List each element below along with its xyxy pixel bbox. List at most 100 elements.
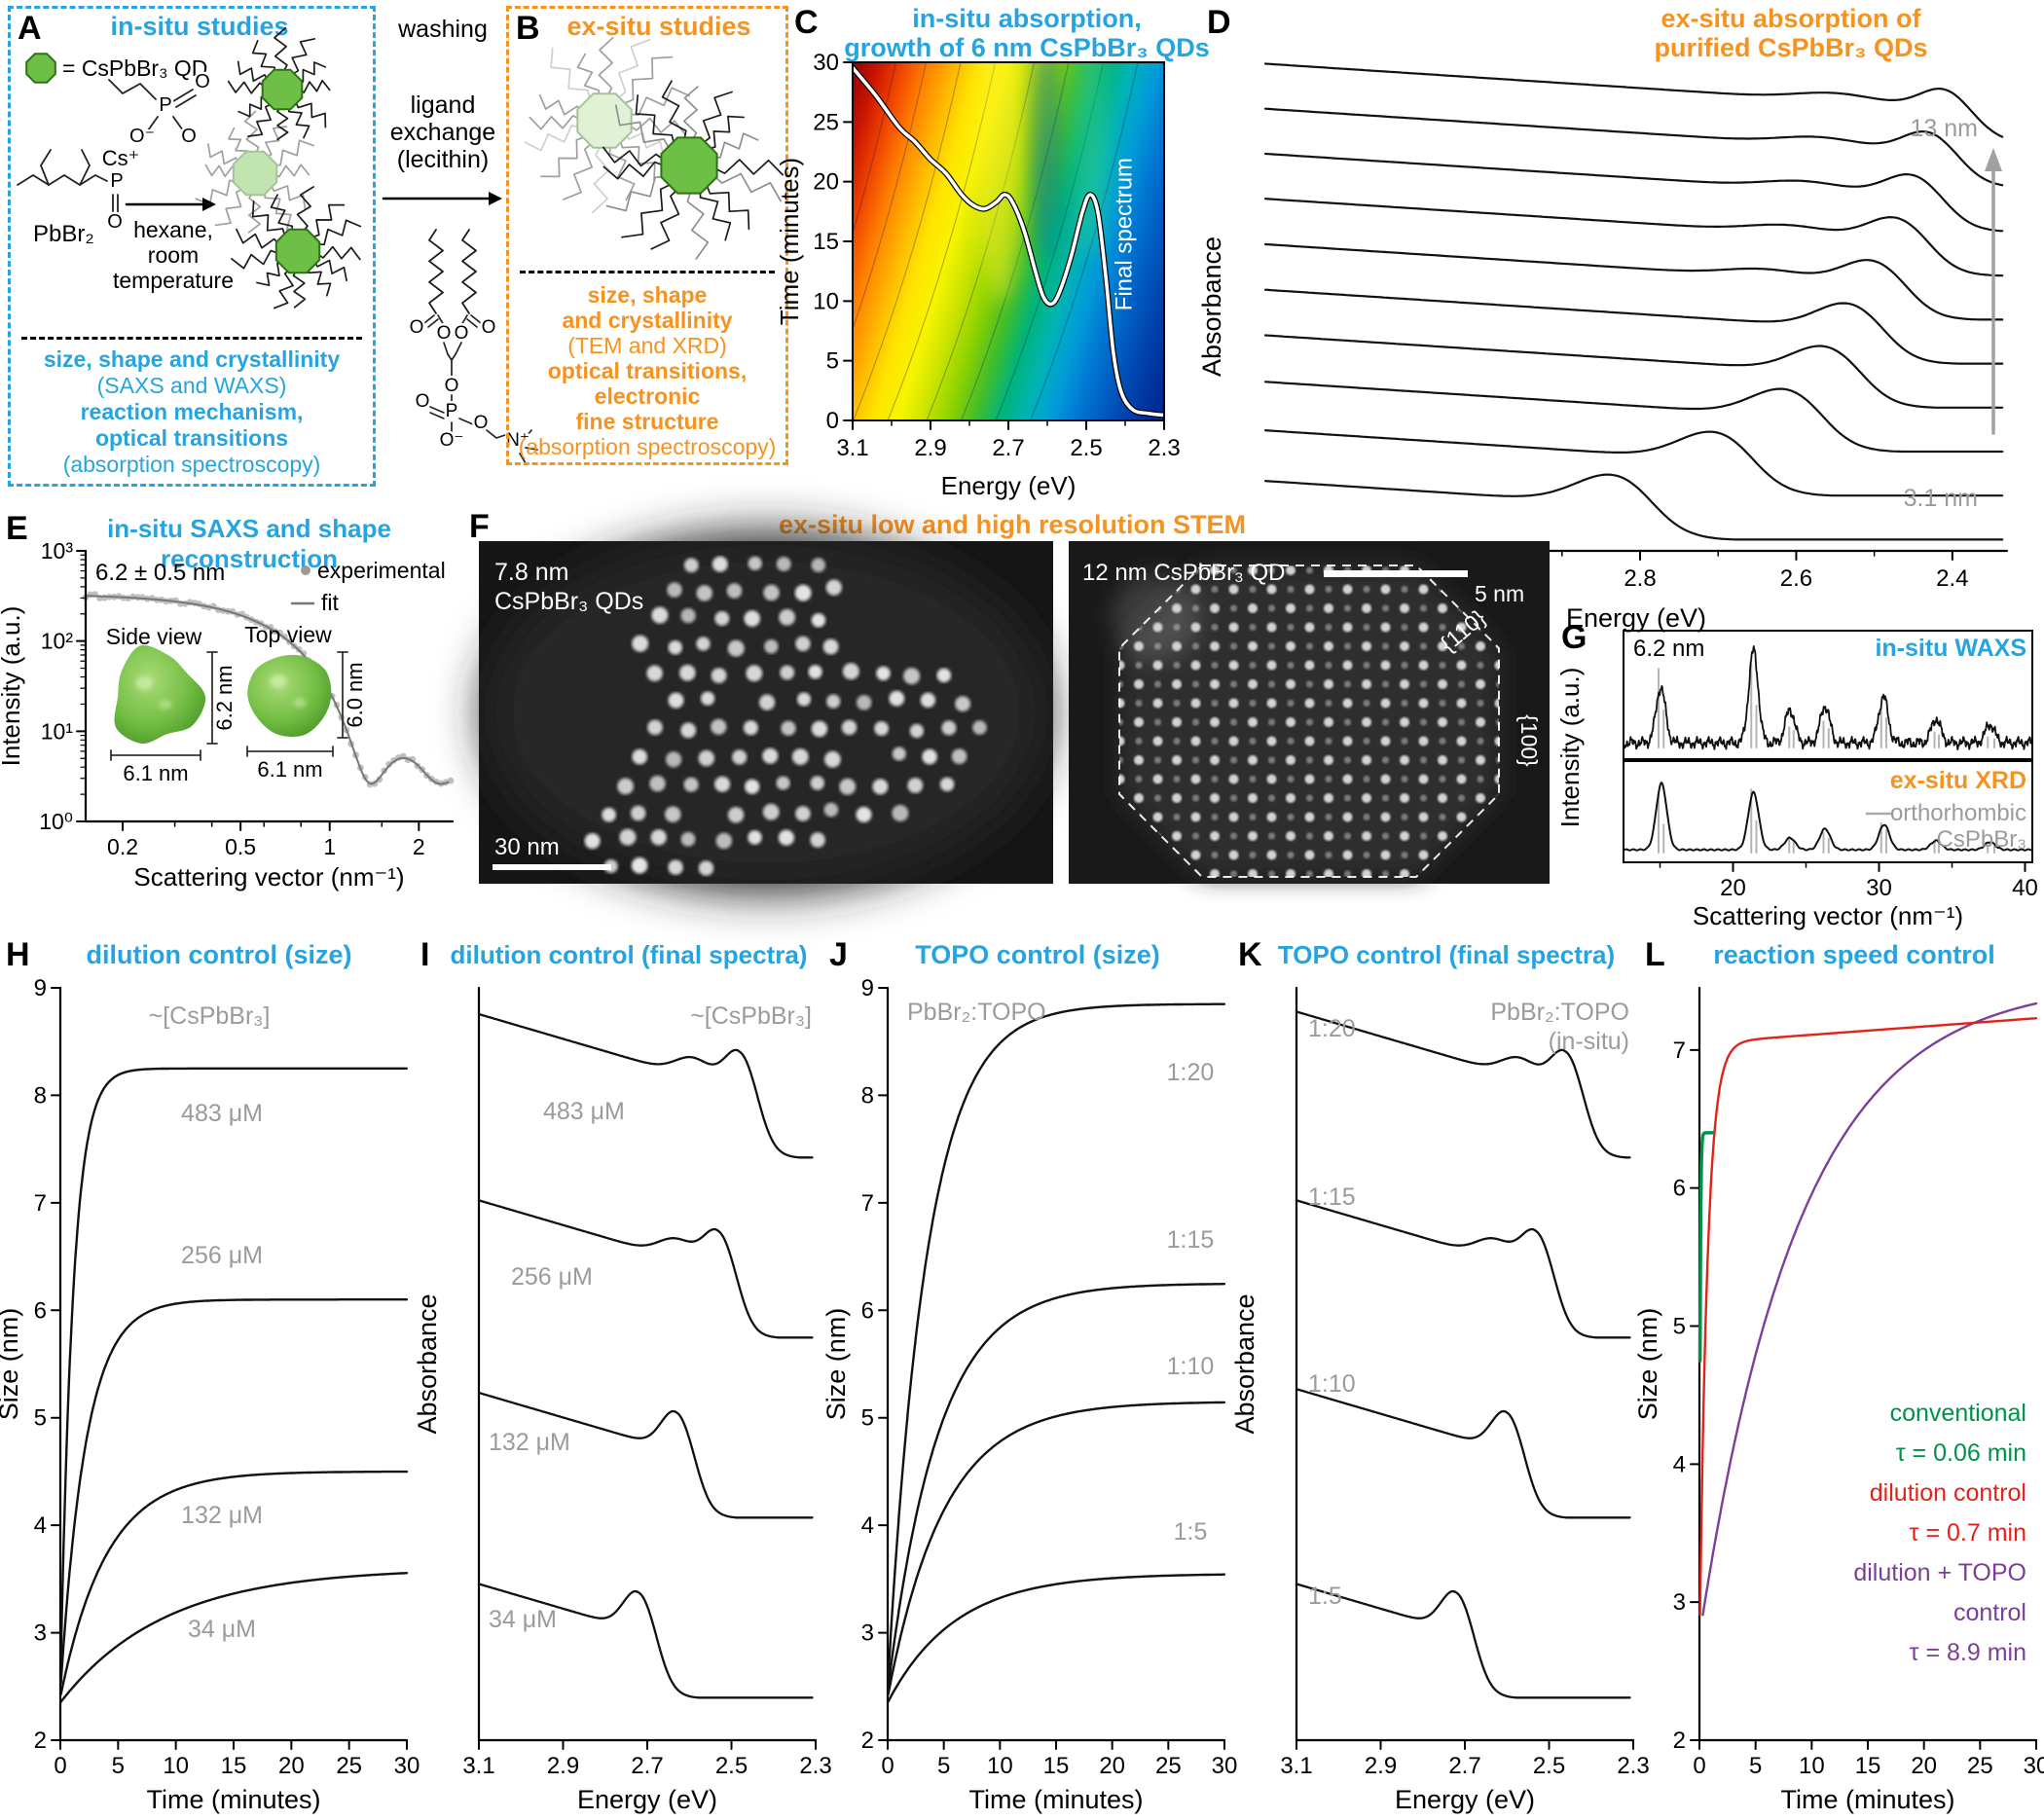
y-tick-label: 6 [861, 1297, 874, 1324]
panel-d-title: ex-situ absorption of purified CsPbBr₃ Q… [1538, 4, 2044, 62]
atom-label: P [110, 170, 123, 192]
legend-line: control [1953, 1599, 2026, 1626]
x-tick-label: 3.1 [836, 435, 868, 461]
x-tick-label: 0 [54, 1753, 66, 1779]
ligand-label: ligand [410, 91, 476, 119]
y-tick-label: 2 [1673, 1728, 1686, 1754]
x-tick-label: 10 [987, 1753, 1013, 1779]
left-material-label: CsPbBr₃ QDs [494, 588, 643, 615]
x-tick-label: 2.9 [1365, 1753, 1397, 1779]
y-axis-label: Absorbance [1230, 1293, 1259, 1434]
y-axis-label: Size (nm) [821, 1308, 851, 1421]
x-axis-label: Time (minutes) [146, 1785, 320, 1814]
panel-j-title: TOPO control (size) [915, 940, 1160, 969]
panel-a-box [8, 6, 376, 487]
panel-f-letter: F [469, 508, 490, 545]
x-tick-label: 10 [163, 1753, 189, 1779]
legend-line: dilution + TOPO [1853, 1559, 2026, 1586]
panel-b-note: electronic [594, 383, 701, 409]
series-label: 1:10 [1308, 1370, 1356, 1398]
y-tick-label: 4 [1673, 1451, 1686, 1477]
panel-j-letter: J [829, 936, 848, 973]
cs-label: Cs⁺ [102, 146, 140, 170]
panel-h-title: dilution control (size) [86, 940, 352, 969]
panel-i-chart: 3.1 2.9 2.7 2.5 2.3 483 μM 256 μM 132 μM 34 μM ~[… [413, 986, 832, 1814]
xrd-legend: CsPbBr₃ [1937, 826, 2026, 853]
x-tick-label: 3.1 [1280, 1753, 1312, 1779]
panel-a-notes: size, shape and crystallinity (SAXS and … [18, 346, 366, 478]
series-label: 132 μM [181, 1502, 263, 1529]
panel-c-title-line: growth of 6 nm CsPbBr₃ QDs [844, 33, 1210, 62]
x-tick-label: 2.3 [799, 1753, 831, 1779]
qd-legend-label: = CsPbBr₃ QD [62, 55, 207, 81]
y-tick-label: 5 [861, 1405, 874, 1432]
y-tick-label: 6 [34, 1297, 47, 1324]
x-axis-label: Time (minutes) [968, 1785, 1143, 1814]
y-tick-label: 5 [34, 1405, 47, 1432]
y-tick-label: 9 [34, 975, 47, 1001]
panel-a-note: optical transitions [94, 425, 289, 451]
series-label: 256 μM [511, 1263, 593, 1291]
y-tick-label: 3 [34, 1620, 47, 1647]
panel-e-letter: E [6, 510, 28, 547]
qd-octagon-icon [25, 53, 56, 84]
reaction-conditions: room [148, 242, 199, 268]
annotation-label: (in-situ) [1549, 1028, 1629, 1055]
size-max-label: 13 nm [1911, 115, 1978, 142]
y-tick-label: 10⁰ [39, 809, 73, 834]
panel-b-note: (absorption spectroscopy) [518, 434, 777, 459]
panel-l-chart: 0 5 10 15 20 25 30 2 3 4 5 6 7 conventional τ = 0.06 m… [1633, 986, 2044, 1814]
y-axis-label: Size (nm) [0, 1308, 23, 1421]
x-tick-label: 15 [221, 1753, 247, 1779]
x-tick-label: 2.7 [992, 435, 1024, 461]
panel-l-letter: L [1645, 936, 1665, 973]
x-tick-label: 25 [1155, 1753, 1182, 1779]
x-tick-label: 5 [1749, 1753, 1762, 1779]
panel-a-note: size, shape and crystallinity [43, 346, 341, 372]
series-label: 483 μM [181, 1100, 263, 1127]
panel-k-letter: K [1238, 936, 1262, 973]
y-tick-label: 5 [826, 348, 839, 375]
y-tick-label: 3 [1673, 1589, 1686, 1616]
legend-line: τ = 8.9 min [1910, 1639, 2026, 1666]
shape-reconstruction-blob [114, 644, 206, 745]
scale-bar [1324, 570, 1468, 577]
x-tick-label: 0.2 [107, 834, 138, 859]
series-label: 1:10 [1167, 1353, 1215, 1380]
x-tick-label: 5 [937, 1753, 950, 1779]
x-tick-label: 30 [1866, 875, 1892, 901]
atom-label: O [195, 71, 210, 92]
x-tick-label: 15 [1855, 1753, 1881, 1779]
dimension-label: 6.0 nm [343, 662, 367, 727]
y-tick-label: 30 [813, 50, 839, 76]
series-label: 483 μM [543, 1098, 625, 1125]
legend-line: conventional [1890, 1400, 2026, 1427]
exchange-label: exchange [389, 119, 496, 146]
panel-g-chart: 20 30 40 Scattering vector (nm⁻¹) Intensity … [1555, 630, 2038, 930]
x-tick-label: 40 [2012, 875, 2038, 901]
x-tick-label: 2.5 [715, 1753, 748, 1779]
waxs-title: in-situ WAXS [1875, 635, 2026, 662]
legend-experimental: experimental [317, 558, 446, 583]
legend-line: τ = 0.06 min [1896, 1439, 2026, 1467]
y-tick-label: 4 [861, 1512, 874, 1539]
y-tick-label: 20 [813, 169, 839, 196]
qd-outline [1118, 564, 1500, 878]
y-tick-label: 9 [861, 975, 874, 1001]
annotation-label: ~[CsPbBr₃] [149, 1002, 271, 1030]
panel-b-illustration [524, 36, 785, 260]
y-tick-label: 5 [1673, 1313, 1686, 1339]
panel-b-note: (TEM and XRD) [567, 333, 727, 358]
atom-label: O [416, 391, 430, 412]
legend-line: dilution control [1870, 1479, 2026, 1507]
series-label: 1:20 [1167, 1059, 1215, 1086]
atom-label: O⁻ [129, 126, 155, 147]
left-scale-label: 30 nm [494, 834, 560, 860]
x-axis-label: Scattering vector (nm⁻¹) [1693, 901, 1963, 930]
washing-label: washing [398, 16, 488, 43]
y-tick-label: 10² [41, 629, 74, 654]
panel-a-note: (absorption spectroscopy) [62, 452, 321, 477]
x-tick-label: 1 [323, 834, 336, 859]
